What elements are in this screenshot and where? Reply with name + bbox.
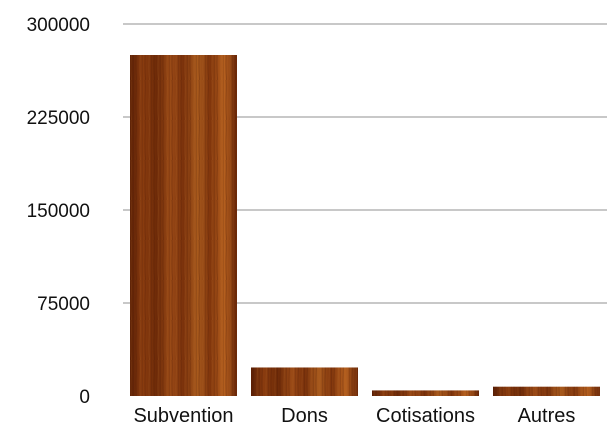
- bar-cotisations: [372, 390, 479, 396]
- bar-grain: [493, 386, 600, 396]
- x-category-label: Cotisations: [376, 405, 475, 427]
- x-category-label: Dons: [281, 405, 328, 427]
- bar-subvention: [130, 55, 237, 396]
- y-tick-label: 0: [79, 387, 90, 408]
- bar-grain: [251, 367, 358, 396]
- x-axis-category-labels: Subvention Dons Cotisations Autres: [133, 405, 575, 427]
- y-tick-label: 225000: [27, 108, 90, 129]
- y-tick-label: 300000: [27, 15, 90, 36]
- y-axis-tick-labels: 0 75000 150000 225000 300000: [27, 15, 90, 408]
- bar-dons: [251, 367, 358, 396]
- y-tick-label: 75000: [37, 294, 90, 315]
- x-category-label: Autres: [518, 405, 576, 427]
- bar-grain: [372, 390, 479, 396]
- bars: [130, 55, 600, 396]
- y-tick-label: 150000: [27, 201, 90, 222]
- bar-grain: [130, 55, 237, 396]
- x-category-label: Subvention: [133, 405, 233, 427]
- bar-autres: [493, 386, 600, 396]
